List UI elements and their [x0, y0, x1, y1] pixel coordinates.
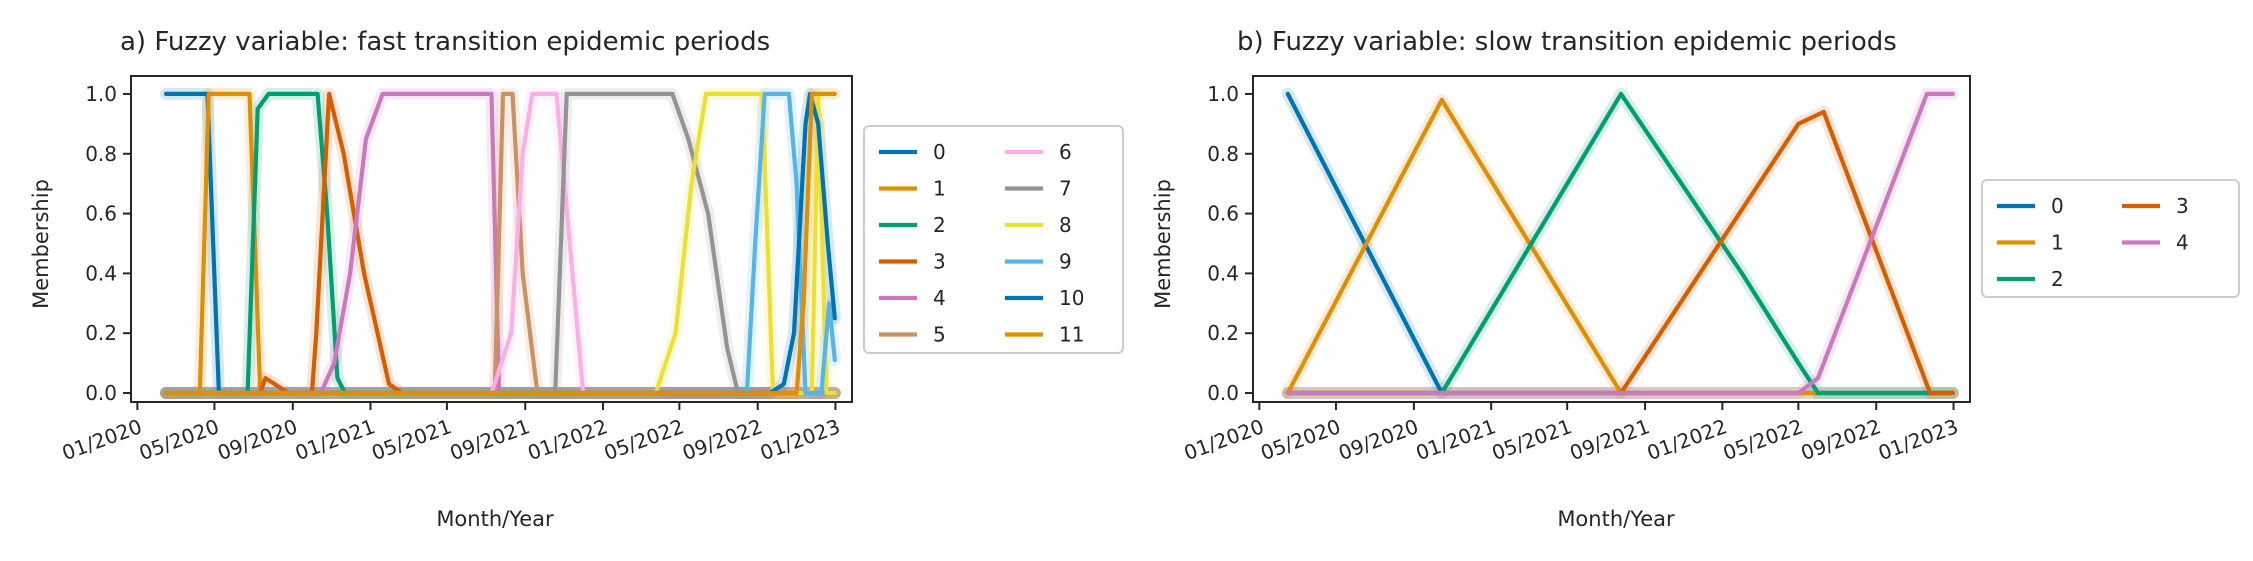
x-tick-label: 05/2021	[368, 414, 454, 465]
x-tick-label: 09/2021	[447, 414, 533, 465]
x-tick-label: 05/2020	[1257, 414, 1343, 465]
x-axis-label: Month/Year	[436, 507, 554, 531]
x-tick-label: 09/2021	[1566, 414, 1652, 465]
x-tick-label: 09/2020	[214, 414, 300, 465]
legend-label-2: 2	[933, 213, 946, 237]
x-ticks: 01/202005/202009/202001/202105/202109/20…	[59, 402, 843, 465]
plot-frame	[1252, 75, 1971, 403]
y-tick-label: 0.8	[85, 142, 117, 166]
x-tick-label: 05/2020	[136, 414, 222, 465]
y-axis-label: Membership	[1151, 179, 1175, 309]
chart-title: b) Fuzzy variable: slow transition epide…	[1237, 27, 1897, 57]
legend-label-0: 0	[2051, 194, 2064, 218]
series-line-9	[163, 91, 837, 396]
legend-box	[1981, 179, 2240, 298]
x-tick-label: 01/2023	[757, 414, 843, 465]
x-tick-label: 05/2022	[1720, 414, 1806, 465]
series-line-7	[163, 91, 837, 396]
series-line-2	[1285, 91, 1955, 396]
y-tick-label: 0.6	[85, 202, 117, 226]
x-tick-label: 01/2022	[1644, 414, 1730, 465]
series-line-3	[1285, 109, 1955, 396]
x-axis-label: Month/Year	[1557, 507, 1675, 531]
legend-label-6: 6	[1059, 140, 1072, 164]
x-tick-label: 01/2021	[292, 414, 378, 465]
x-tick-label: 01/2020	[1181, 414, 1267, 465]
legend-label-5: 5	[933, 323, 946, 347]
series-line-8	[163, 91, 837, 396]
legend: 0 1 2 3 4 5 6 7 8 9 10 11	[863, 125, 1124, 354]
series-line-11	[163, 91, 837, 396]
series-line-3	[163, 91, 837, 396]
y-tick-label: 1.0	[85, 82, 117, 106]
series-line-0	[1285, 91, 1955, 396]
series-band-4	[1281, 87, 1959, 399]
x-tick-label: 05/2022	[601, 414, 687, 465]
legend: 0 1 2 3 4	[1981, 179, 2240, 298]
chart-title: a) Fuzzy variable: fast transition epide…	[120, 27, 770, 57]
x-tick-label: 05/2021	[1489, 414, 1575, 465]
series-band-1	[1281, 93, 1959, 399]
legend-label-0: 0	[933, 140, 946, 164]
legend-label-3: 3	[2176, 194, 2189, 218]
legend-label-8: 8	[1059, 213, 1072, 237]
series-line-2	[163, 91, 837, 396]
series-band-2	[1281, 87, 1959, 399]
chart-panel-b: b) Fuzzy variable: slow transition epide…	[1151, 27, 2240, 531]
x-tick-label: 09/2022	[1798, 414, 1884, 465]
x-tick-label: 01/2022	[524, 414, 610, 465]
x-tick-label: 01/2023	[1875, 414, 1961, 465]
series-line-6	[163, 91, 837, 396]
series-layer	[1281, 87, 1959, 399]
series-line-1	[1285, 97, 1955, 396]
y-tick-label: 0.4	[1207, 261, 1239, 285]
legend-label-7: 7	[1059, 177, 1072, 201]
y-tick-label: 0.8	[1207, 142, 1239, 166]
series-band-0	[1281, 87, 1959, 399]
x-tick-label: 01/2021	[1413, 414, 1499, 465]
series-band-3	[1281, 105, 1959, 399]
chart-panel-a: a) Fuzzy variable: fast transition epide…	[29, 27, 1124, 531]
y-tick-label: 0.6	[1207, 202, 1239, 226]
series-line-10	[163, 91, 837, 396]
series-layer	[160, 87, 841, 399]
x-tick-label: 09/2020	[1335, 414, 1421, 465]
y-tick-label: 0.2	[85, 321, 117, 345]
y-ticks: 0.0 0.2 0.4 0.6 0.8 1.0	[85, 82, 131, 405]
y-axis-label: Membership	[29, 179, 53, 309]
legend-label-1: 1	[933, 177, 946, 201]
x-tick-label: 01/2020	[59, 414, 145, 465]
legend-box	[863, 125, 1124, 354]
y-tick-label: 1.0	[1207, 82, 1239, 106]
legend-label-11: 11	[1059, 323, 1084, 347]
y-tick-label: 0.0	[85, 381, 117, 405]
y-ticks: 0.0 0.2 0.4 0.6 0.8 1.0	[1207, 82, 1253, 405]
legend-label-4: 4	[2176, 231, 2189, 255]
y-tick-label: 0.4	[85, 261, 117, 285]
legend-label-4: 4	[933, 286, 946, 310]
legend-label-1: 1	[2051, 231, 2064, 255]
y-tick-label: 0.0	[1207, 381, 1239, 405]
y-tick-label: 0.2	[1207, 321, 1239, 345]
legend-label-10: 10	[1059, 286, 1084, 310]
legend-label-3: 3	[933, 250, 946, 274]
plot-frame	[130, 75, 853, 403]
series-line-4	[1285, 91, 1955, 396]
x-tick-label: 09/2022	[679, 414, 765, 465]
x-ticks: 01/202005/202009/202001/202105/202109/20…	[1181, 402, 1961, 465]
legend-label-2: 2	[2051, 267, 2064, 291]
legend-label-9: 9	[1059, 250, 1072, 274]
